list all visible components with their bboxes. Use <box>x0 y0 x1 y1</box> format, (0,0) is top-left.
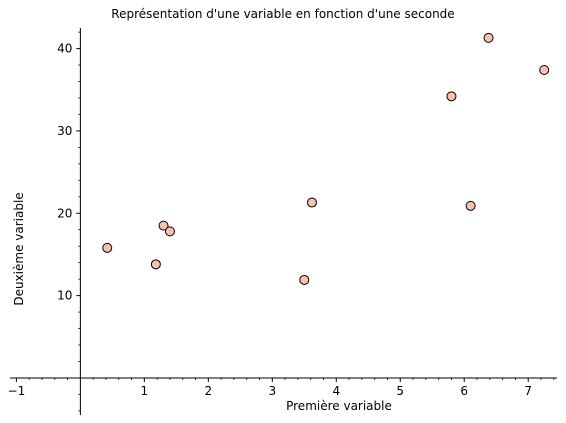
data-point <box>539 64 550 75</box>
x-axis-label: Première variable <box>286 399 392 413</box>
axes: −1 1 2 3 4 5 6 7 10 20 30 40 <box>8 28 557 415</box>
data-point <box>102 242 113 253</box>
y-axis-label: Deuxième variable <box>12 192 26 305</box>
data-point <box>158 220 169 231</box>
data-point <box>483 32 494 43</box>
y-tick-label: 30 <box>57 124 72 138</box>
y-tick-label: 40 <box>57 42 72 56</box>
x-tick-label: 2 <box>205 384 213 398</box>
x-tick-label: 5 <box>396 384 404 398</box>
data-point <box>306 197 317 208</box>
x-tick-label: 3 <box>268 384 276 398</box>
data-point <box>299 274 310 285</box>
data-point <box>164 226 175 237</box>
y-tick-label: 10 <box>57 289 72 303</box>
x-tick-label: −1 <box>8 384 26 398</box>
x-tick-label: 1 <box>141 384 149 398</box>
y-tick-label: 20 <box>57 206 72 220</box>
data-points <box>102 32 550 285</box>
x-tick-label: 6 <box>460 384 468 398</box>
data-point <box>150 259 161 270</box>
chart-title: Représentation d'une variable en fonctio… <box>111 7 454 21</box>
x-tick-label: 7 <box>524 384 532 398</box>
data-point <box>446 91 457 102</box>
x-tick-label: 4 <box>332 384 340 398</box>
data-point <box>465 200 476 211</box>
